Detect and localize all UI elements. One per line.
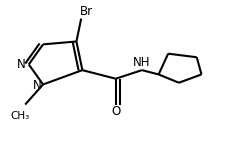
Text: NH: NH [133, 56, 151, 69]
Text: O: O [111, 105, 120, 118]
Text: N: N [33, 79, 41, 92]
Text: CH₃: CH₃ [11, 111, 30, 121]
Text: Br: Br [79, 5, 93, 18]
Text: N: N [17, 58, 26, 71]
